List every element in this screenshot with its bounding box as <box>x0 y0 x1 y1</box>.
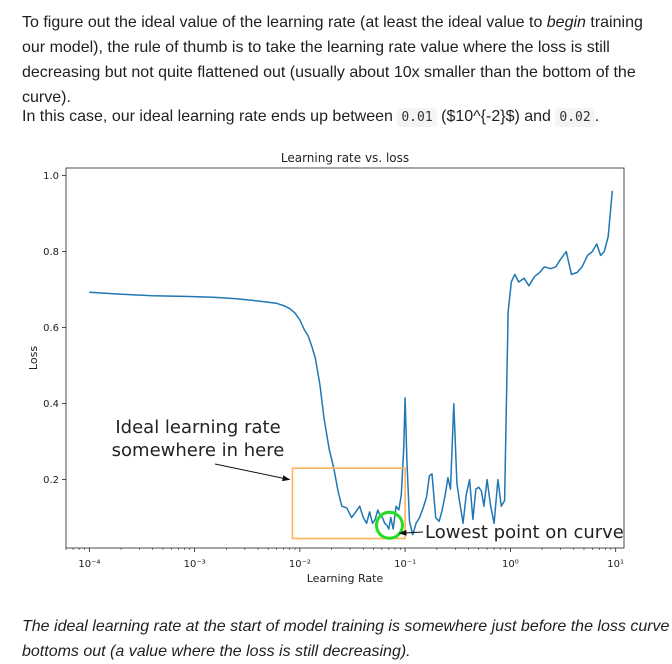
y-axis-label: Loss <box>27 346 40 370</box>
ideal-rate-text-middle: ($10^{-2}$) and <box>436 108 556 125</box>
chart-title: Learning rate vs. loss <box>281 151 409 165</box>
x-axis-label: Learning Rate <box>307 572 384 585</box>
ideal-rate-text-end: . <box>594 108 600 125</box>
ideal-region-arrow <box>214 463 291 482</box>
y-tick-label: 1.0 <box>43 171 59 182</box>
intro-paragraph: To figure out the ideal value of the lea… <box>22 10 670 110</box>
learning-rate-loss-chart: Learning rate vs. loss 10⁻⁴ 10⁻³ 10⁻² 10⁻¹ 1… <box>27 151 625 585</box>
x-tick-label: 10⁻¹ <box>394 559 416 570</box>
ideal-region-label-line2: somewhere in here <box>112 440 285 461</box>
code-value-high: 0.02 <box>555 108 595 127</box>
x-tick-label: 10⁻⁴ <box>78 559 100 570</box>
x-tick-label: 10⁰ <box>502 559 519 570</box>
lowest-point-arrow <box>398 529 424 536</box>
intro-text-end: training our model), the rule of thumb i… <box>22 14 643 106</box>
ideal-rate-paragraph: In this case, our ideal learning rate en… <box>22 104 670 130</box>
y-tick-label: 0.6 <box>43 323 59 334</box>
y-tick-label: 0.4 <box>43 399 59 410</box>
figure-caption: The ideal learning rate at the start of … <box>22 618 670 660</box>
y-tick-label: 0.2 <box>43 475 59 486</box>
ideal-rate-text-start: In this case, our ideal learning rate en… <box>22 108 398 125</box>
ideal-region-label-line1: Ideal learning rate <box>115 417 280 438</box>
lowest-point-label: Lowest point on curve <box>425 522 624 543</box>
intro-text-start: To figure out the ideal value of the lea… <box>22 14 547 31</box>
x-tick-label: 10⁻³ <box>184 559 206 570</box>
y-tick-label: 0.8 <box>43 247 59 258</box>
x-tick-label: 10¹ <box>607 559 624 570</box>
x-tick-label: 10⁻² <box>289 559 311 570</box>
code-value-low: 0.01 <box>397 108 437 127</box>
ideal-region-box <box>291 467 406 540</box>
plot-frame <box>65 167 625 549</box>
loss-curve-line <box>89 190 614 536</box>
lowest-point-circle <box>374 510 404 540</box>
intro-emphasis: begin <box>546 14 586 31</box>
